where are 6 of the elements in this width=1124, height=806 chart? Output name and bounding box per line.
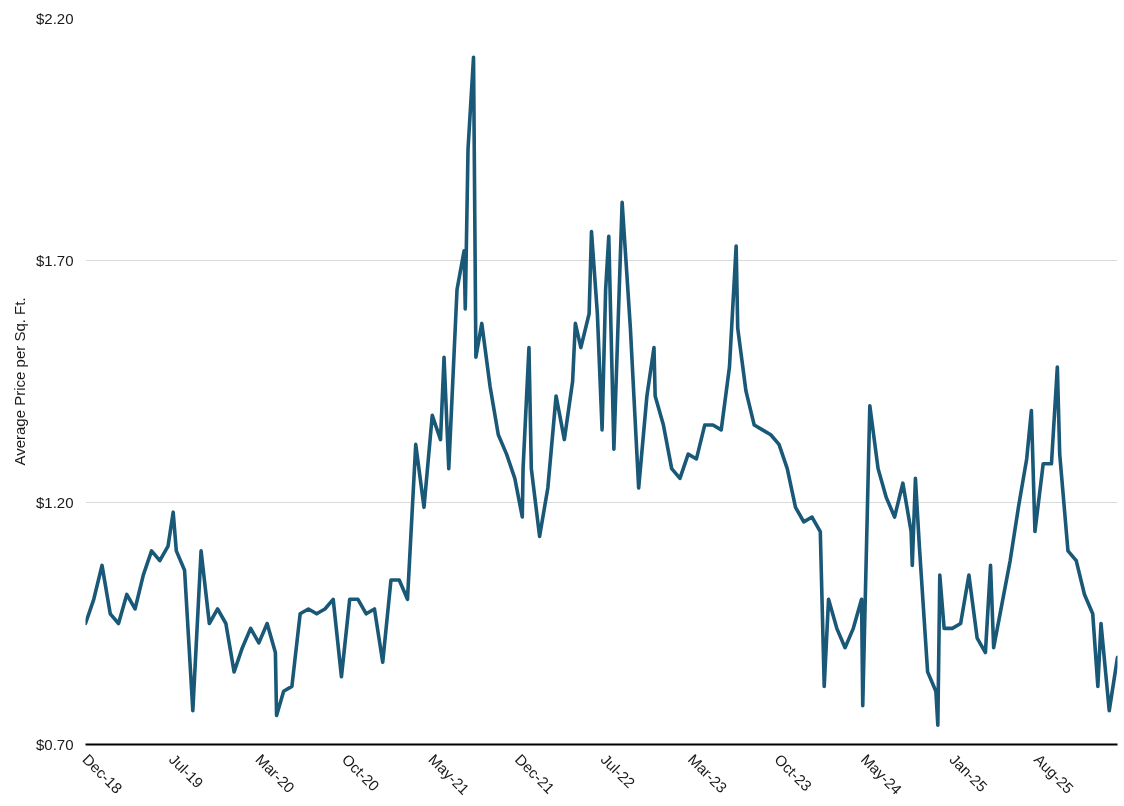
line-series — [85, 55, 1118, 727]
y-tick-label: $1.20 — [35, 494, 74, 511]
y-axis-title: Average Price per Sq. Ft. — [10, 297, 28, 466]
y-tick-label: $2.20 — [35, 10, 74, 27]
y-tick-label: $1.70 — [35, 252, 74, 269]
y-tick-label: $0.70 — [35, 736, 74, 753]
